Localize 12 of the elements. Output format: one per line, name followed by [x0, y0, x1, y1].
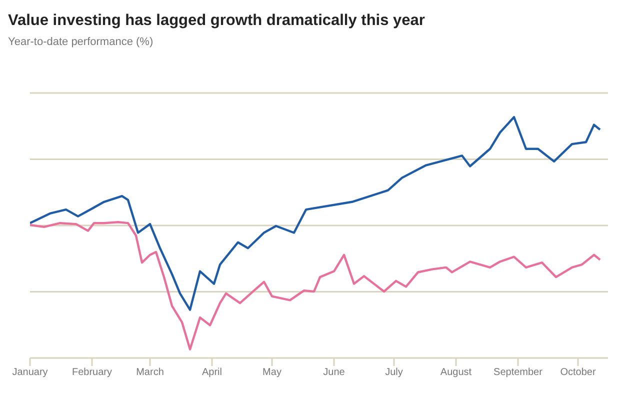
x-tick-label: June [323, 367, 346, 378]
x-tick-label: January [12, 367, 48, 378]
x-tick-label: May [262, 367, 282, 378]
x-tick-label: February [72, 367, 112, 378]
x-tick-label: October [560, 367, 596, 378]
x-tick-label: August [440, 367, 472, 378]
x-tick-label: March [136, 367, 164, 378]
chart-title: Value investing has lagged growth dramatically this year [8, 11, 426, 30]
chart-subtitle: Year-to-date performance (%) [8, 36, 154, 48]
x-tick-label: July [385, 367, 403, 378]
x-tick-label: April [202, 367, 222, 378]
x-tick-label: September [494, 367, 544, 378]
